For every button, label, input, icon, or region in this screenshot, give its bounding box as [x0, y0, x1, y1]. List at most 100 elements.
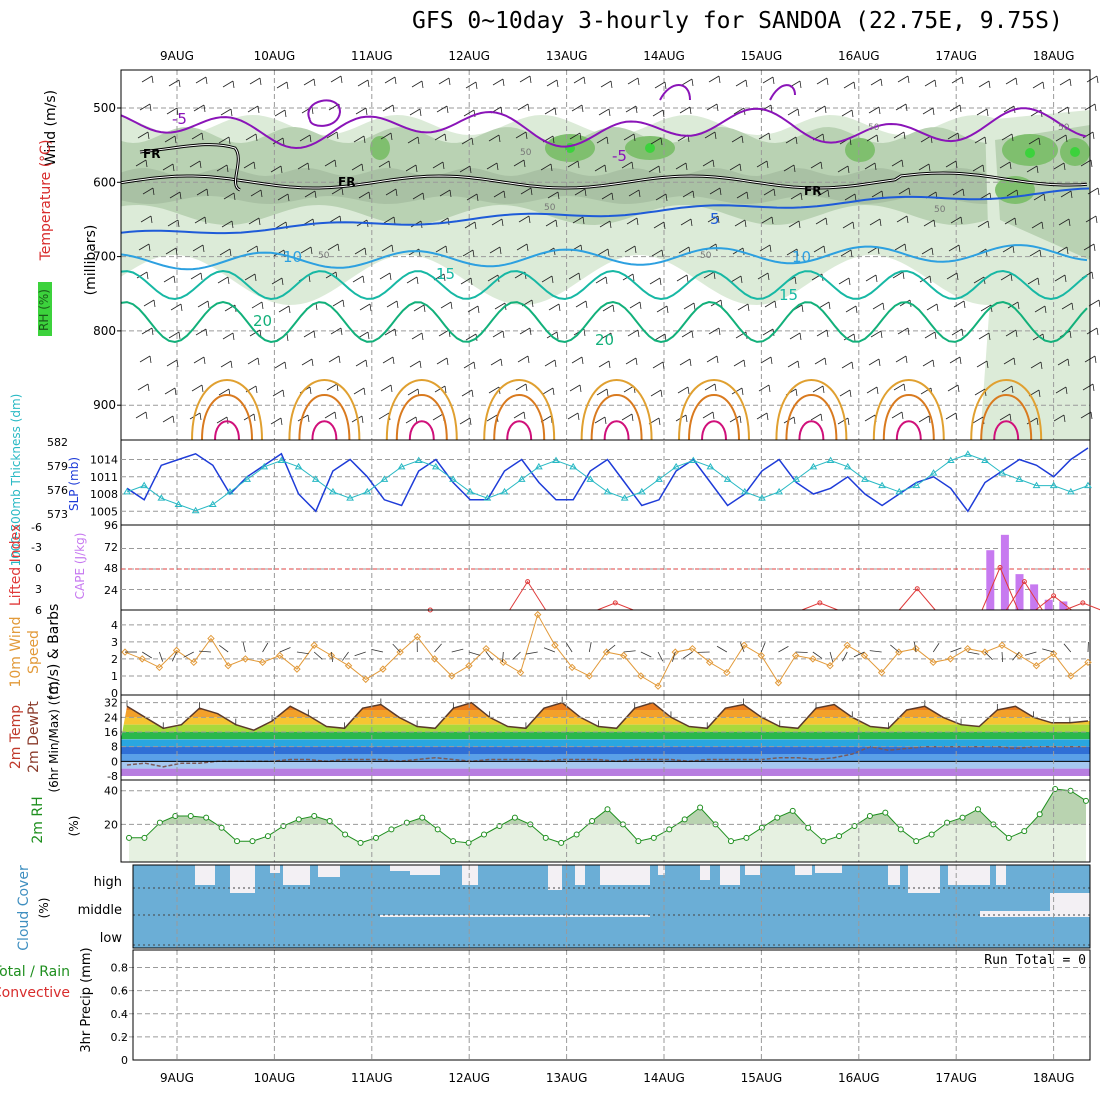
temp-label-10a: 10	[283, 248, 302, 266]
li-line	[1005, 580, 1043, 611]
wind-barb	[1001, 385, 1013, 393]
wind-speed-point	[172, 646, 181, 655]
wind-barb	[843, 333, 855, 341]
cloud-panel-frame	[132, 864, 1091, 949]
wind-barb-flag	[364, 247, 367, 256]
wind-barb-flag	[766, 412, 769, 421]
wind-barb-flag	[1094, 103, 1097, 112]
temp-contour-30	[395, 394, 448, 441]
wind-barb-flag	[286, 81, 289, 90]
wind-speed-point	[1049, 650, 1058, 658]
cloud-level-label: high	[94, 875, 122, 890]
wind-barb-flag	[579, 132, 582, 141]
date-label-top: 17AUG	[935, 49, 977, 63]
wind-barb	[816, 77, 828, 85]
wind-speed-point	[1084, 658, 1092, 667]
wind-barb	[488, 134, 500, 142]
wind-barb	[602, 304, 614, 312]
wind-barb-flag	[1017, 301, 1020, 310]
wind-barb-flag	[282, 389, 285, 398]
wind-barb-flag	[771, 216, 774, 225]
thickness-point	[432, 462, 440, 470]
wind-barb	[465, 81, 477, 89]
wind-barb	[978, 332, 990, 340]
wind-barb-flag	[450, 301, 453, 310]
wind-barb	[573, 76, 585, 84]
wind-barb-flag	[879, 218, 882, 227]
wind-barb-flag	[1009, 413, 1012, 422]
wind-barb	[513, 159, 525, 167]
wind-barb	[898, 187, 910, 195]
wind-barb-flag	[637, 77, 640, 86]
wind-barb-flag	[876, 134, 879, 143]
wind-barb-10m	[853, 651, 865, 658]
wind-barb-flag	[716, 103, 719, 112]
wind-barb	[788, 220, 800, 228]
precip-panel-frame	[132, 949, 1091, 1061]
wind-barb	[629, 301, 641, 309]
wind-barb	[405, 164, 417, 172]
wind-barb	[216, 164, 228, 172]
wind-barb	[436, 105, 448, 113]
wind-barb	[891, 159, 903, 167]
wind-barb	[897, 327, 909, 335]
wind-barb	[165, 247, 177, 255]
wind-barb	[950, 216, 962, 224]
wind-barb	[953, 300, 965, 308]
wind-barb-flag	[498, 134, 501, 143]
wind-barb	[380, 132, 392, 140]
thickness-point	[174, 500, 183, 507]
wind-barb	[167, 219, 179, 227]
wind-barb-flag	[955, 412, 958, 421]
wind-barb-flag	[739, 415, 742, 424]
wind-barb-flag	[874, 162, 877, 171]
wind-barb-flag	[417, 136, 420, 145]
wind-barb	[818, 301, 830, 309]
wind-barb-flag	[956, 272, 959, 281]
thickness-point	[363, 487, 372, 495]
wind-barb	[625, 357, 637, 365]
wind-barb	[1002, 245, 1014, 253]
wind-barb-flag	[907, 75, 910, 84]
wind-speed-point	[723, 668, 731, 677]
rh-point	[1083, 797, 1089, 804]
wind-barb	[654, 81, 666, 89]
rh-point	[1021, 828, 1028, 835]
wind-barb-flag	[500, 106, 503, 115]
wind-tick: 1	[111, 670, 118, 683]
thickness-point	[878, 481, 886, 489]
wind-barb-10m	[279, 647, 291, 653]
wind-barb	[217, 276, 229, 284]
wind-barb-flag	[1013, 357, 1016, 366]
wind-barb	[516, 243, 528, 251]
wind-barb-flag	[203, 104, 206, 113]
wind-barb-flag	[444, 133, 447, 142]
wind-barb-flag	[766, 160, 769, 169]
wind-barb	[1032, 333, 1044, 341]
wind-barb-flag	[634, 245, 637, 254]
rh-point	[511, 814, 518, 821]
wind-barb	[872, 302, 884, 310]
wind-barb	[840, 249, 852, 257]
wind-barb	[278, 305, 290, 313]
wind-barb-flag	[1036, 417, 1039, 426]
wind-barb-10m	[950, 647, 962, 653]
wind-barb	[648, 165, 660, 173]
temp-tick: -8	[107, 770, 118, 783]
wind-barb	[545, 219, 557, 227]
wind-barb	[733, 107, 745, 115]
wind-barb	[193, 104, 205, 112]
wind-barb-flag	[610, 332, 613, 341]
rh-point	[342, 831, 349, 838]
wind-barb-flag	[665, 193, 668, 202]
wind-barb	[520, 187, 532, 195]
cape-bar	[986, 550, 995, 610]
wind-barb	[1061, 302, 1073, 310]
wind-barb	[358, 191, 370, 199]
wind-barb	[709, 187, 721, 195]
thickness-point	[1084, 481, 1092, 489]
wind-barb	[650, 389, 662, 397]
wind-barb-flag	[878, 358, 881, 367]
wind-barb	[517, 103, 529, 111]
wind-barb-10m	[1024, 651, 1037, 656]
